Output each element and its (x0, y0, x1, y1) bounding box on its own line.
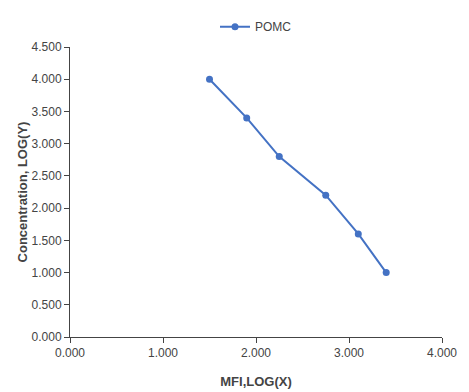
svg-text:3.000: 3.000 (334, 346, 364, 360)
svg-text:Concentration, LOG(Y): Concentration, LOG(Y) (15, 122, 30, 263)
svg-text:0.000: 0.000 (55, 346, 85, 360)
svg-text:3.500: 3.500 (32, 105, 62, 119)
svg-text:0.500: 0.500 (32, 298, 62, 312)
svg-text:1.500: 1.500 (32, 234, 62, 248)
svg-text:0.000: 0.000 (32, 330, 62, 344)
svg-text:4.000: 4.000 (427, 346, 457, 360)
svg-text:2.000: 2.000 (32, 201, 62, 215)
svg-text:2.500: 2.500 (32, 169, 62, 183)
svg-text:4.000: 4.000 (32, 72, 62, 86)
svg-text:1.000: 1.000 (32, 266, 62, 280)
svg-text:MFI,LOG(X): MFI,LOG(X) (220, 374, 292, 389)
svg-text:4.500: 4.500 (32, 40, 62, 54)
svg-text:2.000: 2.000 (241, 346, 271, 360)
svg-text:1.000: 1.000 (148, 346, 178, 360)
svg-text:POMC: POMC (255, 20, 291, 34)
svg-text:3.000: 3.000 (32, 137, 62, 151)
